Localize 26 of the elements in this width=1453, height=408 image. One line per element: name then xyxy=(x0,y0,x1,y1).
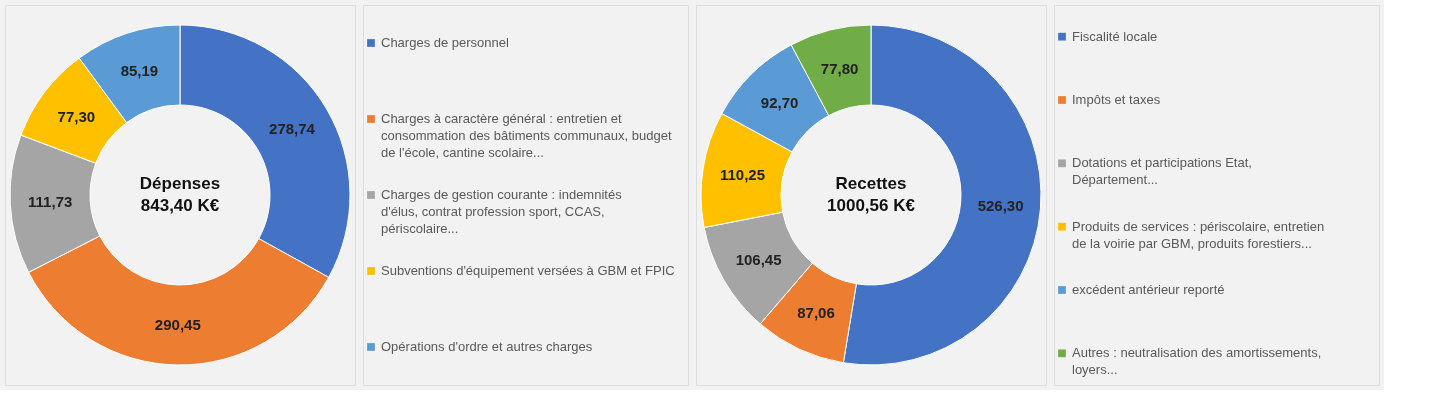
data-label: 85,19 xyxy=(120,62,159,80)
legend-label: Opérations d'ordre et autres charges xyxy=(381,339,593,354)
legend-label: Fiscalité locale xyxy=(1072,28,1158,44)
data-label: 77,30 xyxy=(57,107,96,125)
data-label: 92,70 xyxy=(760,93,799,111)
text: Dépenses xyxy=(139,174,221,193)
data-label: 77,80 xyxy=(820,59,859,77)
data-label: 290,45 xyxy=(154,315,201,333)
legend-label: Subventions d'équipement versées à GBM et FPIC xyxy=(381,263,675,278)
legend-label: Autres : neutralisation des amortissements, loyers... xyxy=(1072,345,1322,378)
legend-label: excédent antérieur reporté xyxy=(1072,282,1225,297)
legend-label: Charges de personnel xyxy=(381,35,510,50)
data-label: 278,74 xyxy=(269,120,316,137)
legend-label: Charges de gestion courante : indemnités d'élus, contrat profession sport, CCAS, périscolaire... xyxy=(381,187,623,236)
data-label: 111,73 xyxy=(28,193,73,211)
text: 1000,56 K€ xyxy=(827,196,916,215)
data-label: 106,45 xyxy=(735,251,782,269)
data-label: 110,25 xyxy=(720,166,766,184)
legend-label: Produits de services : périscolaire, entretien de la voirie par GBM, produits forestiers... xyxy=(1072,218,1325,251)
legend-label: Impôts et taxes xyxy=(1072,92,1161,107)
legend-label: Dotations et participations Etat, Département... xyxy=(1072,155,1252,188)
text: Recettes xyxy=(835,174,907,193)
text: 843,40 K€ xyxy=(140,196,220,215)
legend-label: Charges à caractère général : entretien et consommation des bâtiments communaux, budget de l'école, cantine scolaire... xyxy=(381,111,672,160)
data-label: 526,30 xyxy=(977,196,1024,214)
data-label: 87,06 xyxy=(797,303,835,321)
